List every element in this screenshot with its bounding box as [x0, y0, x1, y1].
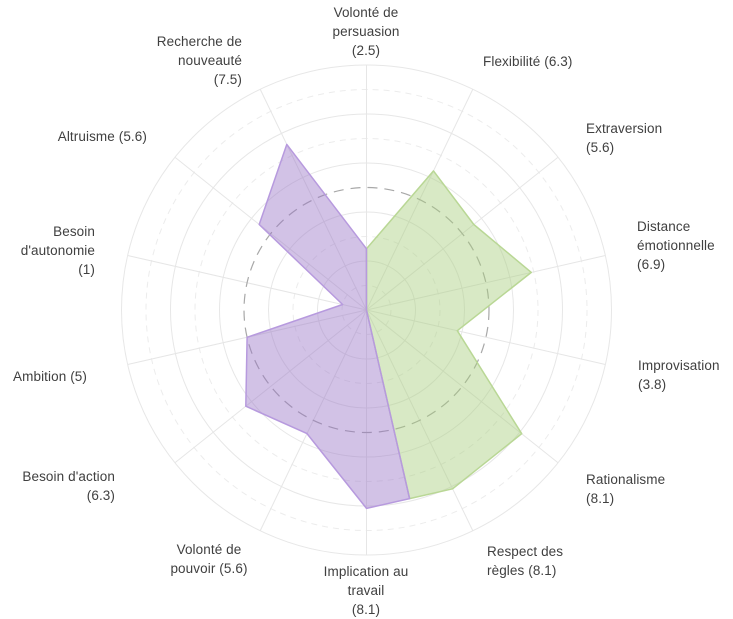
axis-label: Implication au travail (8.1)	[323, 564, 409, 617]
axis-label: Recherche de nouveauté (7.5)	[156, 34, 242, 87]
axis-spoke	[366, 309, 559, 464]
axis-label: Volonté de pouvoir (5.6)	[170, 542, 248, 576]
axis-label: Rationalisme (8.1)	[586, 472, 666, 506]
axis-label: Altruisme (5.6)	[57, 129, 147, 144]
axis-label: Extraversion (5.6)	[586, 121, 663, 155]
axis-label: Distance émotionnelle (6.9)	[637, 219, 715, 272]
axis-spoke	[366, 254, 606, 311]
axis-label: Besoin d'autonomie (1)	[20, 224, 95, 277]
axis-spoke	[259, 89, 367, 311]
axis-spoke	[174, 309, 367, 464]
series-polygon-purple	[245, 143, 411, 510]
axis-label: Respect des règles (8.1)	[487, 544, 564, 578]
axis-label: Volonté de persuasion (2.5)	[332, 5, 400, 58]
axis-label: Improvisation (3.8)	[638, 358, 720, 392]
axis-label: Flexibilité (6.3)	[483, 54, 573, 69]
axis-spoke	[366, 309, 606, 366]
reference-ring	[243, 186, 490, 434]
axis-label: Besoin d'action (6.3)	[22, 469, 115, 503]
axis-label: Ambition (5)	[13, 369, 87, 384]
